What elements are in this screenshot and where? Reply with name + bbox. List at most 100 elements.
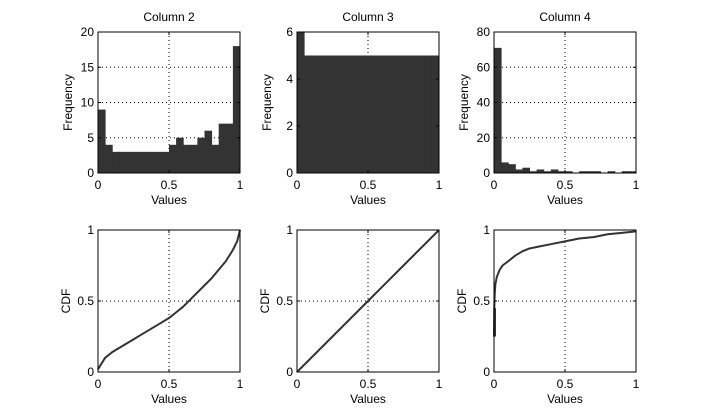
histogram-bar [318, 55, 326, 173]
histogram-bar [190, 144, 198, 173]
histogram-bar [161, 151, 170, 173]
subplot-cdf-col4: 0 0.5 1 0 0.5 1 Values CDF [455, 223, 640, 406]
histogram-bar [232, 46, 241, 173]
x-axis-label: Values [350, 193, 386, 207]
histogram-bar [183, 144, 191, 173]
x-tick-label: 1 [436, 178, 443, 192]
histogram-bar [621, 171, 630, 173]
histogram-bar [105, 144, 113, 173]
histogram-bar [628, 171, 637, 173]
x-axis-label: Values [151, 392, 187, 406]
x-axis-label: Values [151, 193, 187, 207]
histogram-bar [522, 167, 530, 173]
y-tick-label: 0 [286, 166, 293, 180]
histogram-bar [311, 55, 319, 173]
y-tick-label: 6 [286, 25, 293, 39]
histogram-bar [169, 144, 177, 173]
histogram-bar [543, 171, 552, 173]
histogram-bar [368, 55, 376, 173]
histogram-bar [98, 109, 106, 173]
y-tick-label: 0.5 [276, 294, 293, 308]
x-tick-label: 0 [491, 377, 498, 391]
histogram-bar [494, 47, 502, 173]
y-tick-label: 0.5 [473, 294, 490, 308]
y-tick-label: 2 [286, 119, 293, 133]
histogram-bar [140, 151, 149, 173]
histogram-bar [403, 55, 412, 173]
subplot-cdf-col2: 0 0.5 1 0 0.5 1 Values CDF [59, 223, 244, 406]
x-tick-label: 0.5 [557, 377, 574, 391]
histogram-bar [396, 55, 404, 173]
cdf-line [97, 229, 241, 370]
y-tick-label: 0 [87, 166, 94, 180]
histogram-bar [133, 151, 142, 173]
histogram-bar [550, 169, 559, 173]
histogram-bar [389, 55, 397, 173]
y-axis-label: CDF [258, 289, 272, 314]
histogram-bar [112, 151, 120, 173]
histogram-bar [304, 55, 312, 173]
subplot-hist-col4: 0 0.5 1 0 20 40 60 80 Column 4 Values Frequency [457, 10, 640, 207]
y-tick-label: 0 [286, 365, 293, 379]
histogram-bar [176, 137, 184, 173]
histogram-bar [410, 55, 419, 173]
x-tick-label: 0.5 [161, 178, 178, 192]
y-axis-label: Frequency [457, 74, 471, 131]
histogram-bar [147, 151, 156, 173]
y-tick-label: 1 [483, 223, 490, 237]
x-tick-label: 1 [633, 377, 640, 391]
histogram-bar [154, 151, 163, 173]
y-tick-label: 40 [477, 96, 491, 110]
histogram-bar [332, 55, 341, 173]
y-tick-label: 0 [483, 166, 490, 180]
histogram-bar [536, 169, 545, 173]
subplot-title: Column 4 [539, 10, 591, 24]
cdf-line [296, 229, 440, 373]
y-tick-label: 60 [477, 60, 491, 74]
histogram-bar [508, 164, 516, 173]
histogram-bar [353, 55, 362, 173]
histogram-bar [119, 151, 127, 173]
y-tick-label: 10 [81, 96, 95, 110]
histogram-bar [225, 123, 234, 173]
histogram-bar [339, 55, 348, 173]
x-tick-label: 0 [294, 178, 301, 192]
histogram-bar [375, 55, 383, 173]
y-tick-label: 0 [87, 365, 94, 379]
histogram-bar [218, 123, 227, 173]
histogram-bar [501, 162, 509, 173]
histogram-bar [557, 171, 566, 173]
x-tick-label: 1 [237, 377, 244, 391]
y-tick-label: 1 [87, 223, 94, 237]
x-axis-label: Values [547, 392, 583, 406]
x-tick-label: 0.5 [360, 178, 377, 192]
x-tick-label: 0 [95, 377, 102, 391]
histogram-bar [424, 55, 433, 173]
x-tick-label: 0 [95, 178, 102, 192]
x-tick-label: 0.5 [161, 377, 178, 391]
x-axis-label: Values [350, 392, 386, 406]
y-tick-label: 80 [477, 25, 491, 39]
y-axis-label: Frequency [61, 74, 75, 131]
histogram-bar [346, 55, 355, 173]
x-tick-label: 0 [491, 178, 498, 192]
histogram-bar [325, 55, 333, 173]
histogram-bar [579, 171, 587, 173]
x-tick-label: 0.5 [360, 377, 377, 391]
histogram-bar [431, 55, 440, 173]
histogram-bar [565, 171, 573, 173]
subplot-title: Column 3 [342, 10, 394, 24]
histogram-bar [297, 32, 305, 173]
histogram-bar [126, 151, 134, 173]
histogram-bar [417, 55, 426, 173]
histogram-bar [593, 171, 601, 173]
subplot-title: Column 2 [143, 10, 195, 24]
x-tick-label: 1 [436, 377, 443, 391]
x-tick-label: 0 [294, 377, 301, 391]
x-tick-label: 1 [237, 178, 244, 192]
x-tick-label: 1 [633, 178, 640, 192]
y-axis-label: CDF [455, 289, 469, 314]
histogram-bar [607, 171, 616, 173]
